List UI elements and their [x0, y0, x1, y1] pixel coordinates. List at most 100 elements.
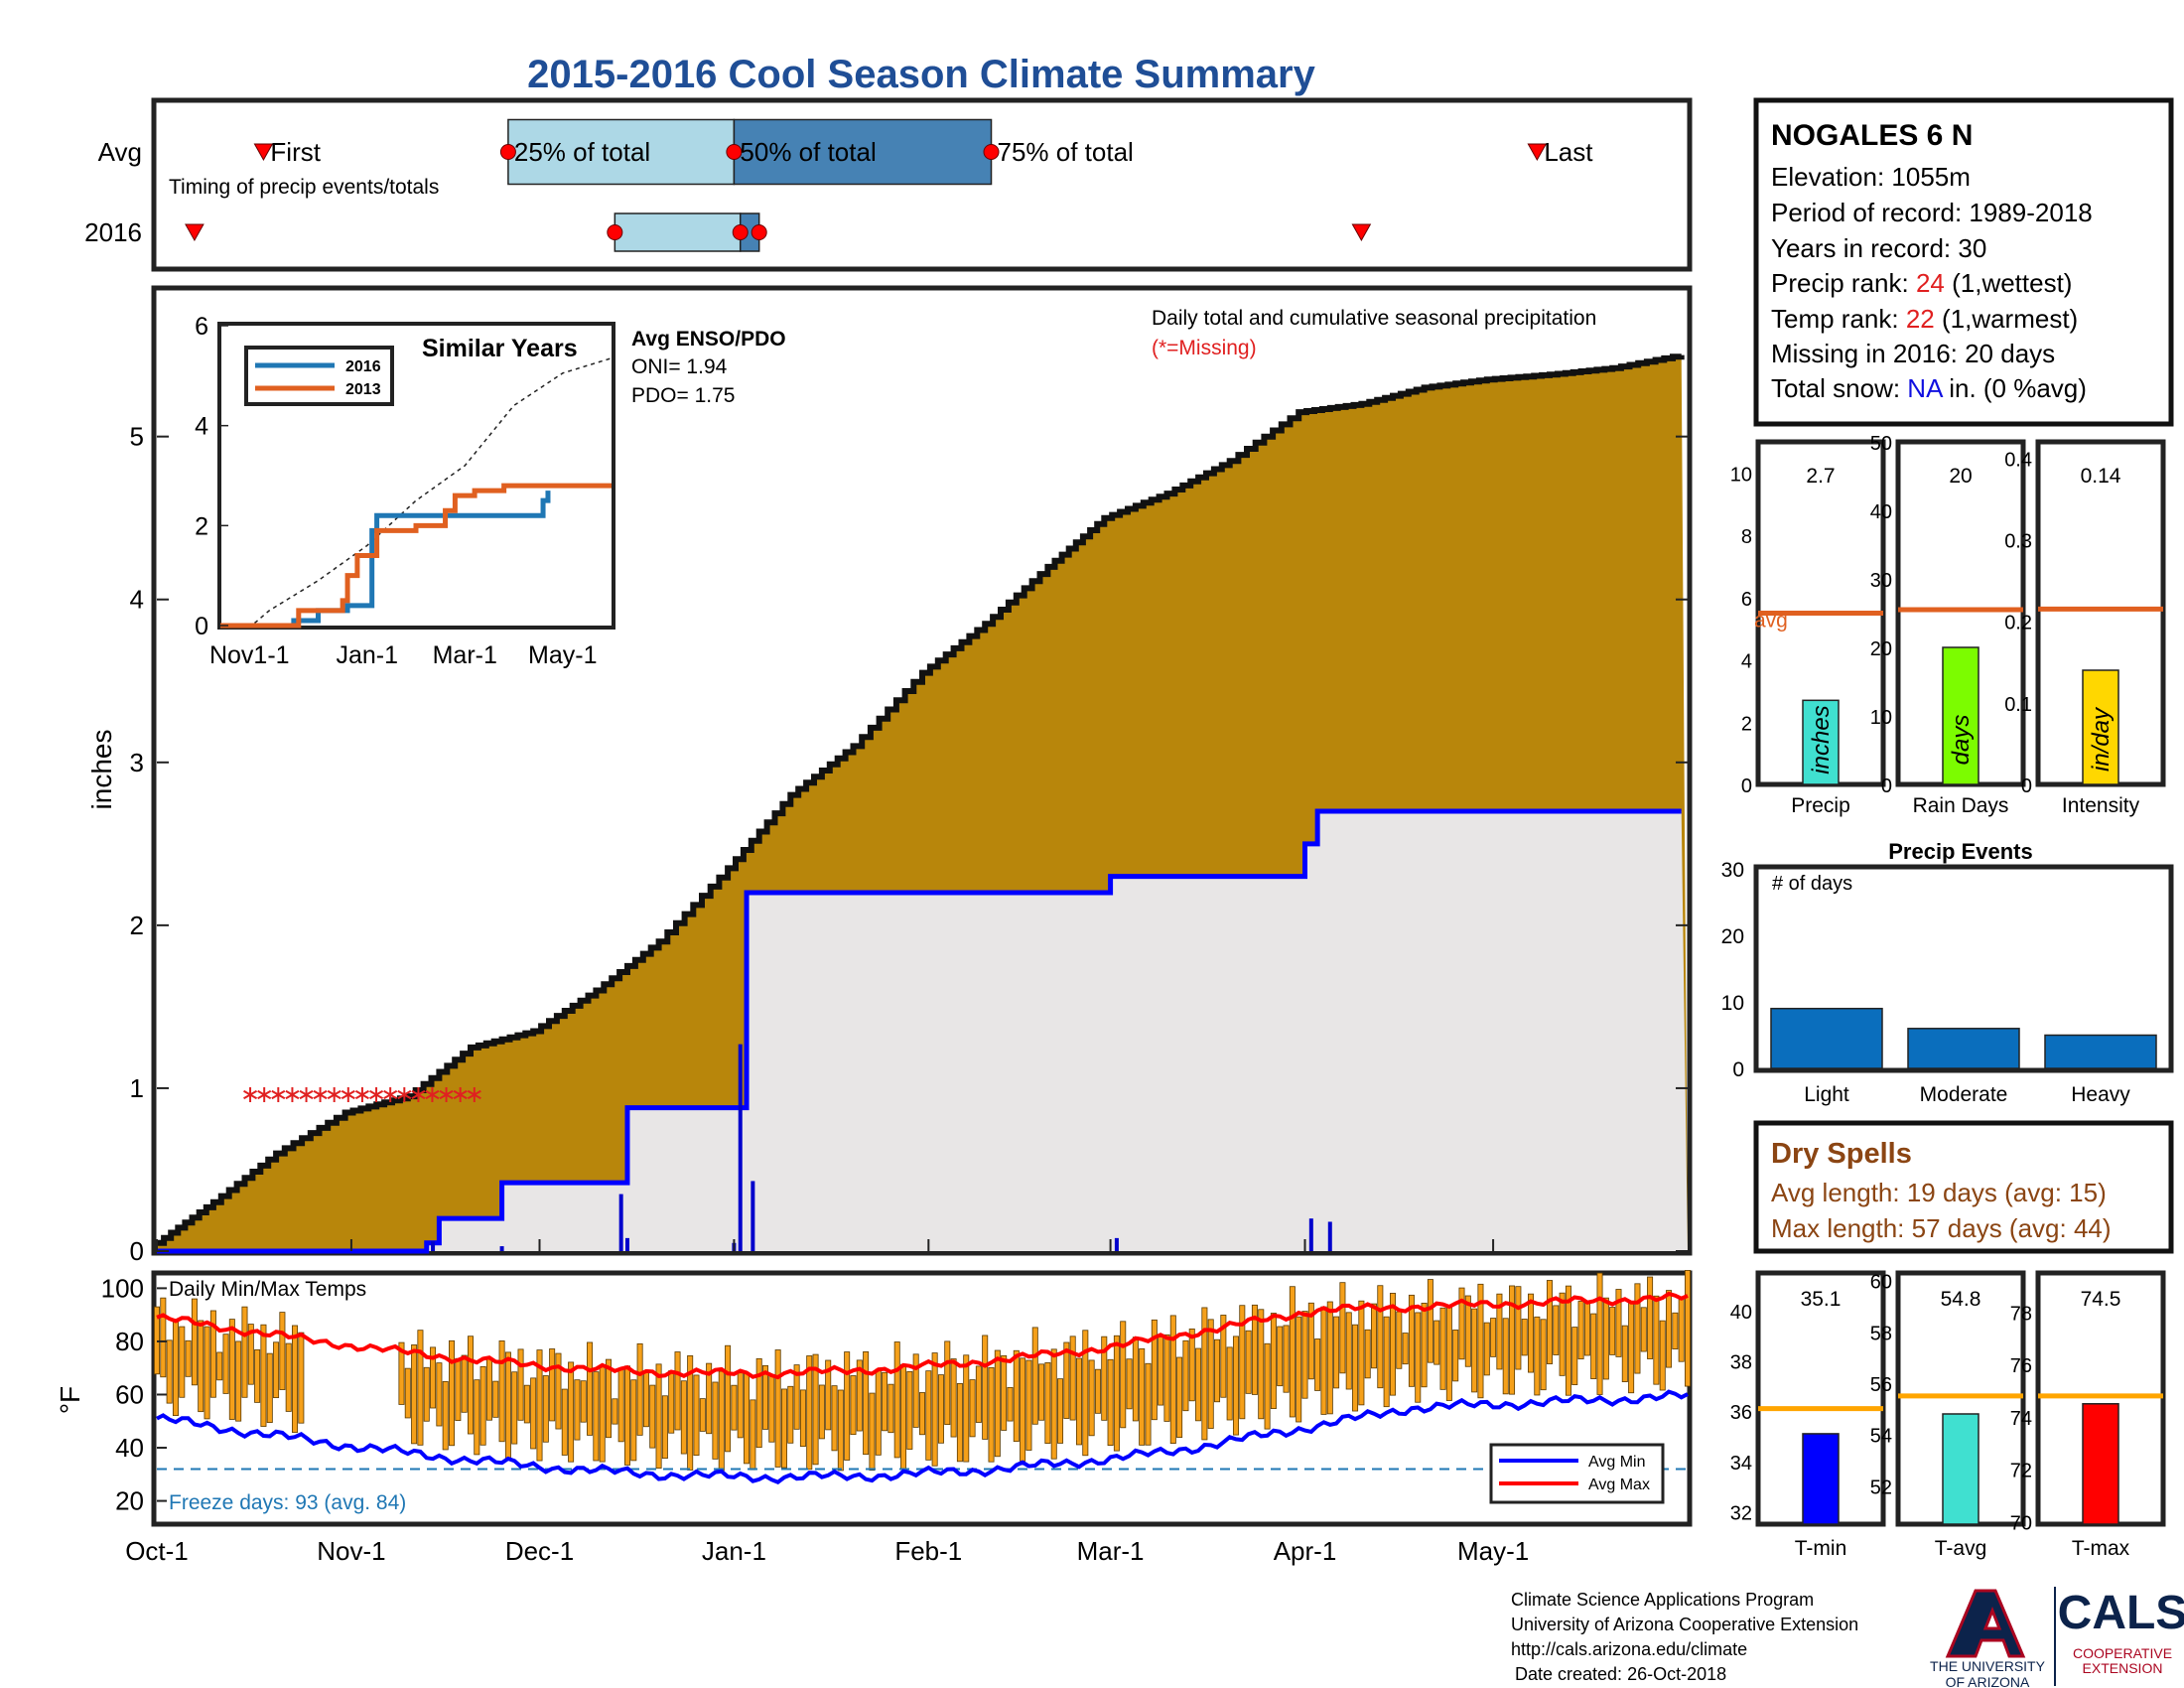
- mini-bar-tick-label: 30: [1870, 570, 1892, 592]
- daily-temp-bar: [944, 1340, 951, 1426]
- event-bar: [1907, 1028, 2020, 1069]
- temp-y-tick-label: 60: [115, 1379, 144, 1409]
- daily-temp-bar: [837, 1389, 844, 1472]
- daily-temp-bar: [882, 1371, 888, 1432]
- mini-bar-tick-label: 0: [1741, 775, 1752, 797]
- daily-temp-bar: [768, 1375, 775, 1443]
- daily-temp-bar: [1602, 1297, 1609, 1380]
- daily-temp-bar: [988, 1366, 995, 1463]
- daily-temp-bar: [423, 1366, 430, 1422]
- freeze-days: Freeze days: 93 (avg. 84): [169, 1491, 406, 1514]
- daily-temp-bar: [1188, 1328, 1195, 1402]
- daily-temp-bar: [1621, 1325, 1628, 1383]
- daily-temp-bar: [1289, 1286, 1296, 1418]
- temp-bar-label: T-max: [2072, 1537, 2130, 1560]
- daily-temp-bar: [504, 1351, 511, 1460]
- mini-bar-tick-label: 8: [1741, 526, 1752, 548]
- temp-y-tick-label: 100: [101, 1273, 144, 1303]
- mini-bar-tick-label: 40: [1870, 501, 1892, 523]
- daily-precip-bar: [618, 1194, 623, 1251]
- daily-temp-bar: [1176, 1356, 1183, 1438]
- avg-max-line: [156, 1291, 1689, 1380]
- daily-temp-bar: [1515, 1286, 1522, 1370]
- temperature-bars: 32 34 36 38 40 35.1 T-min 52 54 56 58 60 54.8 T-avg 70…: [1730, 1270, 2166, 1560]
- timing-quartile-marker: [499, 144, 516, 160]
- daily-temp-bar: [254, 1348, 261, 1403]
- dry-spells-title: Dry Spells: [1771, 1138, 1912, 1170]
- daily-temp-bar: [900, 1363, 907, 1470]
- enso-title: Avg ENSO/PDO: [631, 328, 786, 351]
- inset-2016-line: [220, 491, 551, 629]
- daily-temp-bar: [982, 1335, 989, 1440]
- timing-quartile-marker: [983, 144, 1000, 160]
- daily-temp-bar: [1659, 1320, 1666, 1391]
- station-precip-rank: Precip rank: 24 (1,wettest): [1771, 268, 2072, 298]
- daily-temp-bar: [1502, 1318, 1509, 1395]
- temp-bar-tick-label: 74: [2010, 1408, 2032, 1430]
- daily-temp-bar: [655, 1363, 662, 1470]
- daily-temp-bar: [750, 1399, 756, 1471]
- daily-temp-bar: [593, 1371, 600, 1462]
- daily-temp-bar: [856, 1359, 863, 1432]
- daily-temp-bar: [869, 1392, 876, 1472]
- temp-legend: Avg Min Avg Max: [1489, 1443, 1665, 1504]
- temp-bar-value: 35.1: [1801, 1288, 1842, 1311]
- daily-temp-bar: [1553, 1305, 1560, 1355]
- daily-temp-bar: [511, 1371, 518, 1445]
- mini-bar-label: Intensity: [2062, 794, 2140, 817]
- x-tick-label: Mar-1: [1077, 1536, 1145, 1566]
- temp-bar-tick-label: 70: [2010, 1512, 2032, 1534]
- daily-temp-bar: [1270, 1313, 1277, 1410]
- daily-temp-bar: [1496, 1293, 1503, 1370]
- daily-temp-bar: [1352, 1324, 1359, 1412]
- daily-temp-bar: [1075, 1357, 1082, 1446]
- daily-temp-bar: [1320, 1306, 1327, 1415]
- temp-bar-chart: 52 54 56 58 60 54.8 T-avg: [1870, 1270, 2026, 1560]
- daily-temp-bar: [1195, 1347, 1202, 1422]
- temp-bar-tick-label: 60: [1870, 1272, 1892, 1294]
- timing-first-last-marker: [253, 143, 274, 162]
- daily-temp-bar: [674, 1351, 681, 1431]
- y-tick-label: 5: [130, 422, 144, 452]
- station-name: NOGALES 6 N: [1771, 119, 1973, 152]
- daily-temp-bar: [1277, 1326, 1284, 1387]
- legend-avg-min: Avg Min: [1588, 1454, 1646, 1471]
- daily-temp-bar: [1445, 1305, 1452, 1401]
- daily-temp-bar: [1389, 1293, 1396, 1396]
- daily-temp-bar: [1239, 1305, 1246, 1420]
- daily-temp-bar: [831, 1385, 838, 1452]
- daily-temp-bar: [542, 1375, 549, 1443]
- temp-bar-tick-label: 76: [2010, 1355, 2032, 1377]
- daily-temp-bar: [630, 1379, 637, 1462]
- daily-temp-bar: [1571, 1327, 1578, 1385]
- temp-y-tick-label: 20: [115, 1486, 144, 1516]
- daily-temp-bar: [530, 1377, 537, 1450]
- temp-bar-label: T-avg: [1935, 1537, 1987, 1560]
- temp-bar-tick-label: 72: [2010, 1461, 2032, 1482]
- daily-temp-bar: [1452, 1330, 1459, 1382]
- daily-temp-bar: [1483, 1322, 1490, 1376]
- daily-temp-bar: [228, 1319, 235, 1420]
- daily-temp-bar: [561, 1388, 568, 1456]
- similar-years-inset: 0 2 4 6 Nov1-1 Jan-1 Mar-1 May-1 Similar Years…: [195, 313, 615, 669]
- x-tick-label: Jan-1: [702, 1536, 766, 1566]
- daily-temp-bar: [693, 1374, 700, 1456]
- daily-temp-bar: [1464, 1295, 1471, 1367]
- inset-x-tick-label: Mar-1: [433, 641, 497, 669]
- mini-bar-label: Precip: [1791, 794, 1850, 817]
- mini-bar-tick-label: 0.2: [2004, 613, 2032, 634]
- inset-title: Similar Years: [422, 335, 578, 362]
- daily-temp-bar: [179, 1326, 186, 1398]
- mini-bar-tick-label: 10: [1870, 707, 1892, 729]
- daily-temp-bar: [1094, 1368, 1101, 1414]
- daily-temp-bar: [1439, 1307, 1446, 1390]
- daily-precip-bar: [738, 1044, 743, 1251]
- y-tick-label: 1: [130, 1073, 144, 1103]
- timing-first-last-marker: [1527, 143, 1548, 162]
- daily-temp-bar: [875, 1368, 882, 1456]
- daily-temp-bar: [1609, 1307, 1616, 1355]
- mini-bar-value: 20: [1949, 465, 1972, 488]
- daily-temp-bar: [1640, 1307, 1647, 1352]
- mini-bar-unit: in/day: [2088, 706, 2115, 772]
- daily-temp-bar: [1044, 1362, 1051, 1444]
